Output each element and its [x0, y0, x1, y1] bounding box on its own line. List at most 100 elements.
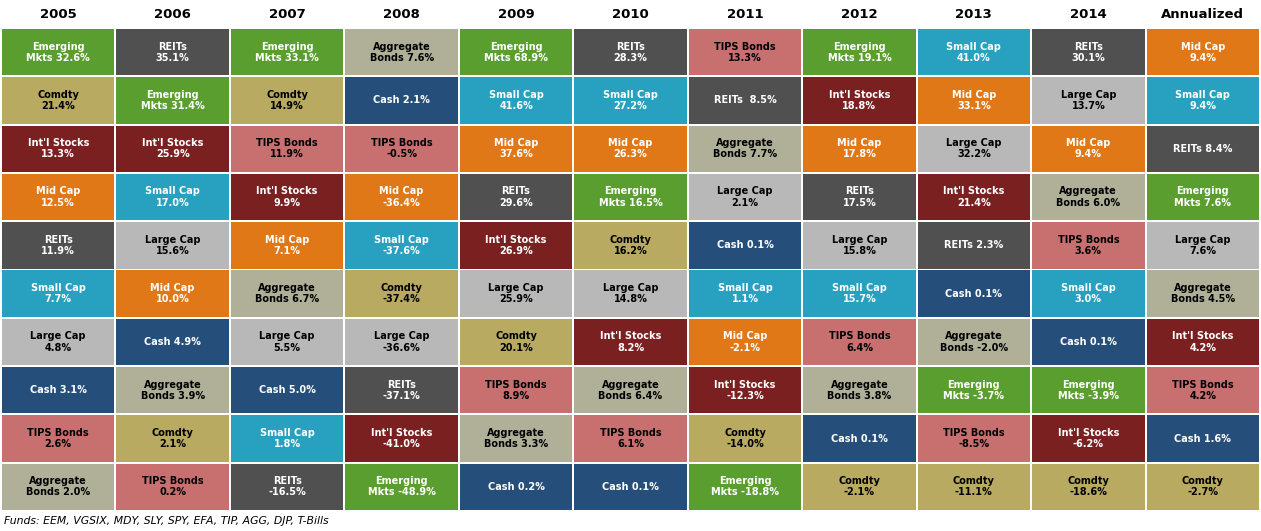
Text: Emerging
Mkts 68.9%: Emerging Mkts 68.9%: [484, 41, 549, 63]
Text: Int'l Stocks
13.3%: Int'l Stocks 13.3%: [28, 138, 90, 159]
Text: 2009: 2009: [498, 7, 535, 21]
Text: Small Cap
1.1%: Small Cap 1.1%: [718, 283, 773, 304]
Text: Mid Cap
9.4%: Mid Cap 9.4%: [1180, 41, 1224, 63]
Bar: [1146, 367, 1258, 414]
Text: Large Cap
4.8%: Large Cap 4.8%: [30, 331, 86, 353]
Bar: [1146, 270, 1258, 317]
Text: Int'l Stocks
21.4%: Int'l Stocks 21.4%: [943, 186, 1005, 208]
Bar: [3, 126, 115, 172]
Text: Cash 5.0%: Cash 5.0%: [259, 386, 315, 395]
Text: Cash 0.1%: Cash 0.1%: [946, 289, 1002, 298]
Text: Small Cap
1.8%: Small Cap 1.8%: [260, 428, 314, 449]
Text: Cash 4.9%: Cash 4.9%: [144, 337, 200, 347]
Text: Comdty
-2.1%: Comdty -2.1%: [839, 476, 880, 498]
Bar: [3, 29, 115, 75]
Text: Int'l Stocks
18.8%: Int'l Stocks 18.8%: [828, 90, 890, 111]
Bar: [574, 464, 687, 510]
Text: Small Cap
41.6%: Small Cap 41.6%: [488, 90, 543, 111]
Text: REITs
-16.5%: REITs -16.5%: [269, 476, 306, 498]
Text: Large Cap
15.8%: Large Cap 15.8%: [832, 235, 888, 256]
Text: Comdty
21.4%: Comdty 21.4%: [38, 90, 79, 111]
Text: Large Cap
25.9%: Large Cap 25.9%: [488, 283, 543, 304]
Bar: [1031, 415, 1145, 461]
Bar: [346, 222, 458, 269]
Text: Comdty
-14.0%: Comdty -14.0%: [724, 428, 765, 449]
Bar: [803, 415, 915, 461]
Text: Aggregate
Bonds 3.9%: Aggregate Bonds 3.9%: [141, 380, 204, 401]
Bar: [460, 222, 572, 269]
Text: Mid Cap
7.1%: Mid Cap 7.1%: [265, 235, 309, 256]
Text: TIPS Bonds
2.6%: TIPS Bonds 2.6%: [28, 428, 90, 449]
Bar: [346, 78, 458, 124]
Bar: [803, 270, 915, 317]
Text: Mid Cap
26.3%: Mid Cap 26.3%: [608, 138, 653, 159]
Text: Cash 0.2%: Cash 0.2%: [488, 482, 545, 492]
Bar: [346, 270, 458, 317]
Text: Small Cap
7.7%: Small Cap 7.7%: [30, 283, 86, 304]
Bar: [1031, 78, 1145, 124]
Bar: [1146, 29, 1258, 75]
Text: REITs 8.4%: REITs 8.4%: [1173, 144, 1232, 154]
Text: Small Cap
9.4%: Small Cap 9.4%: [1175, 90, 1231, 111]
Text: Int'l Stocks
9.9%: Int'l Stocks 9.9%: [256, 186, 318, 208]
Text: Mid Cap
17.8%: Mid Cap 17.8%: [837, 138, 881, 159]
Bar: [460, 78, 572, 124]
Bar: [1146, 174, 1258, 220]
Bar: [574, 78, 687, 124]
Bar: [231, 415, 343, 461]
Bar: [460, 415, 572, 461]
Text: Int'l Stocks
26.9%: Int'l Stocks 26.9%: [485, 235, 547, 256]
Bar: [803, 126, 915, 172]
Text: Emerging
Mkts 33.1%: Emerging Mkts 33.1%: [255, 41, 319, 63]
Bar: [803, 464, 915, 510]
Bar: [116, 126, 230, 172]
Text: Emerging
Mkts 19.1%: Emerging Mkts 19.1%: [827, 41, 892, 63]
Bar: [689, 78, 801, 124]
Bar: [803, 367, 915, 414]
Text: 2008: 2008: [383, 7, 420, 21]
Text: Mid Cap
9.4%: Mid Cap 9.4%: [1066, 138, 1111, 159]
Text: Small Cap
41.0%: Small Cap 41.0%: [947, 41, 1001, 63]
Bar: [116, 222, 230, 269]
Text: Small Cap
27.2%: Small Cap 27.2%: [603, 90, 658, 111]
Bar: [460, 464, 572, 510]
Bar: [231, 29, 343, 75]
Bar: [1031, 367, 1145, 414]
Text: REITs
30.1%: REITs 30.1%: [1072, 41, 1105, 63]
Text: TIPS Bonds
-0.5%: TIPS Bonds -0.5%: [371, 138, 433, 159]
Text: Mid Cap
12.5%: Mid Cap 12.5%: [37, 186, 81, 208]
Bar: [460, 174, 572, 220]
Bar: [1146, 319, 1258, 365]
Text: Mid Cap
-36.4%: Mid Cap -36.4%: [380, 186, 424, 208]
Bar: [918, 174, 1030, 220]
Text: Mid Cap
37.6%: Mid Cap 37.6%: [494, 138, 538, 159]
Bar: [689, 126, 801, 172]
Text: REITs
28.3%: REITs 28.3%: [614, 41, 647, 63]
Text: TIPS Bonds
13.3%: TIPS Bonds 13.3%: [714, 41, 776, 63]
Text: Cash 2.1%: Cash 2.1%: [373, 96, 430, 106]
Text: Int'l Stocks
-6.2%: Int'l Stocks -6.2%: [1058, 428, 1119, 449]
Text: Comdty
-2.7%: Comdty -2.7%: [1182, 476, 1223, 498]
Bar: [803, 29, 915, 75]
Text: Annualized: Annualized: [1161, 7, 1245, 21]
Bar: [689, 319, 801, 365]
Text: Cash 3.1%: Cash 3.1%: [30, 386, 87, 395]
Bar: [116, 367, 230, 414]
Bar: [231, 319, 343, 365]
Bar: [3, 319, 115, 365]
Text: Cash 0.1%: Cash 0.1%: [1061, 337, 1117, 347]
Text: Emerging
Mkts -3.7%: Emerging Mkts -3.7%: [943, 380, 1004, 401]
Bar: [689, 29, 801, 75]
Text: Comdty
16.2%: Comdty 16.2%: [609, 235, 652, 256]
Bar: [918, 29, 1030, 75]
Text: Large Cap
5.5%: Large Cap 5.5%: [260, 331, 315, 353]
Bar: [116, 270, 230, 317]
Text: Large Cap
2.1%: Large Cap 2.1%: [718, 186, 773, 208]
Bar: [1146, 415, 1258, 461]
Text: Comdty
-18.6%: Comdty -18.6%: [1067, 476, 1110, 498]
Bar: [689, 270, 801, 317]
Bar: [3, 174, 115, 220]
Bar: [1146, 222, 1258, 269]
Text: REITs
17.5%: REITs 17.5%: [842, 186, 876, 208]
Bar: [803, 78, 915, 124]
